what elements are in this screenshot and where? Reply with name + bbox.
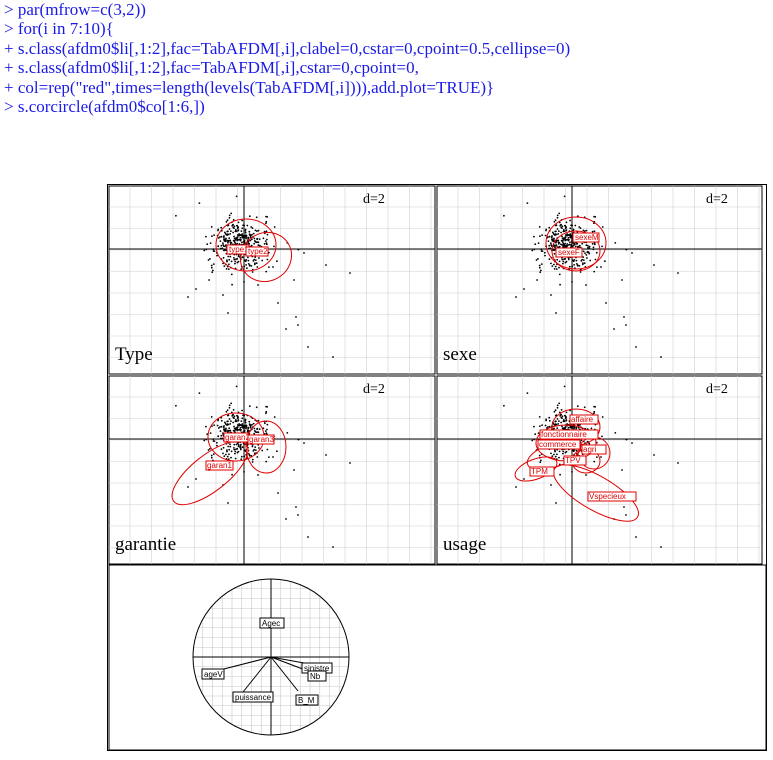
variable-label: puissance	[235, 693, 272, 702]
d-label: d=2	[363, 382, 385, 397]
panel-sexe: sexeM sexeF d=2 sexe	[437, 186, 762, 374]
class-label: TPM	[531, 467, 548, 476]
class-label: type2	[248, 247, 268, 256]
r-console: > par(mfrow=c(3,2)) > for(i in 7:10){ + …	[4, 0, 769, 116]
class-label: sexeM	[575, 233, 599, 242]
console-line: > par(mfrow=c(3,2))	[4, 0, 769, 19]
panel-usage: affaire fonctionnaire commerce agri TPV …	[437, 376, 762, 564]
class-label: garan3	[249, 435, 274, 444]
variable-label: B_M	[298, 696, 315, 705]
variable-label: ageV	[204, 670, 223, 679]
panel-title: garantie	[115, 534, 176, 555]
variable-label: Nb	[310, 672, 321, 681]
class-label: sexeF	[558, 248, 580, 257]
d-label: d=2	[706, 192, 728, 207]
scatter-points	[175, 196, 351, 358]
class-label: garan1	[207, 461, 232, 470]
plot-canvas: type1 type2 d=2 Type sexeM sexeF d=2 sex…	[108, 185, 768, 752]
class-label: TPV	[565, 456, 581, 465]
d-label: d=2	[706, 382, 728, 397]
grid	[437, 186, 762, 374]
d-label: d=2	[363, 192, 385, 207]
panel-title: usage	[443, 534, 486, 555]
scatter-points	[175, 386, 351, 548]
panel-title: sexe	[443, 344, 477, 365]
variable-label: Agec	[262, 619, 280, 628]
class-label: Vspecieux	[589, 492, 626, 501]
panel-garantie: garan2 garan3 garan1 d=2 garantie	[109, 376, 435, 564]
console-line: > s.corcircle(afdm0$co[1:6,])	[4, 97, 769, 116]
console-line: + s.class(afdm0$li[,1:2],fac=TabAFDM[,i]…	[4, 58, 769, 77]
console-line: + s.class(afdm0$li[,1:2],fac=TabAFDM[,i]…	[4, 39, 769, 58]
console-line: > for(i in 7:10){	[4, 19, 769, 38]
panel-corcircle: Agec ageV puissance sinistre Nb B_M	[109, 565, 766, 750]
console-line: + col=rep("red",times=length(levels(TabA…	[4, 78, 769, 97]
panel-type: type1 type2 d=2 Type	[109, 186, 435, 374]
grid	[109, 186, 434, 374]
panel-title: Type	[115, 344, 153, 365]
class-label: commerce	[539, 440, 577, 449]
class-label: agri	[583, 445, 597, 454]
class-label: fonctionnaire	[541, 430, 587, 439]
class-label: affaire	[571, 415, 594, 424]
plot-window: type1 type2 d=2 Type sexeM sexeF d=2 sex…	[107, 184, 767, 751]
class-label: garan2	[225, 433, 250, 442]
